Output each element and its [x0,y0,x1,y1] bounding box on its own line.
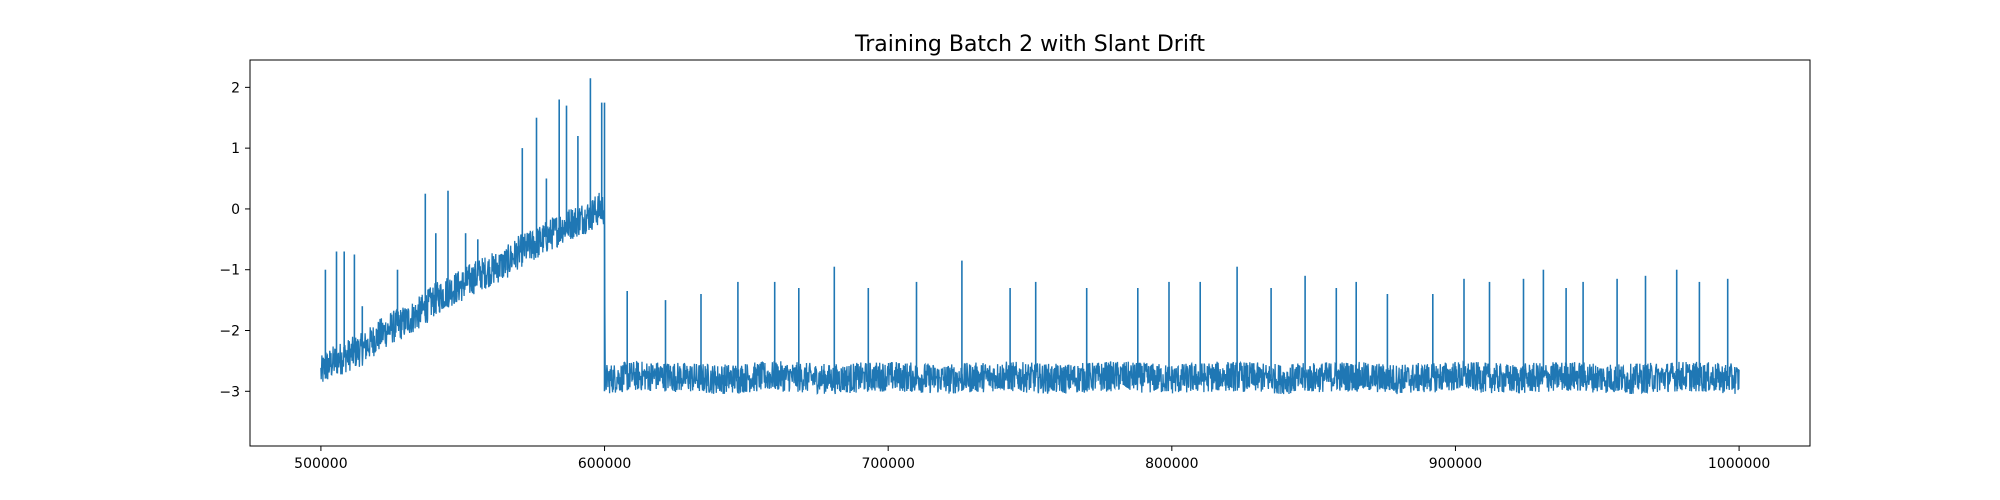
plot-area [320,78,1740,395]
x-tick-label: 1000000 [1708,456,1770,472]
x-axis: 500000 600000 700000 800000 900000 1000000 [294,446,1770,472]
y-tick-label: −2 [219,324,240,340]
axes-frame [249,59,1811,447]
series-line [320,192,1740,395]
y-tick-label: 1 [231,141,240,157]
y-tick-label: −3 [219,384,240,400]
x-tick-label: 600000 [578,456,631,472]
y-axis: −3 −2 −1 0 1 2 [219,80,250,400]
x-tick-label: 800000 [1145,456,1198,472]
x-tick-label: 900000 [1429,456,1482,472]
y-tick-label: −1 [219,263,240,279]
y-tick-label: 2 [231,80,240,96]
x-tick-label: 700000 [861,456,914,472]
y-tick-label: 0 [231,202,240,218]
x-tick-label: 500000 [294,456,347,472]
chart-title: Training Batch 2 with Slant Drift [854,32,1205,57]
